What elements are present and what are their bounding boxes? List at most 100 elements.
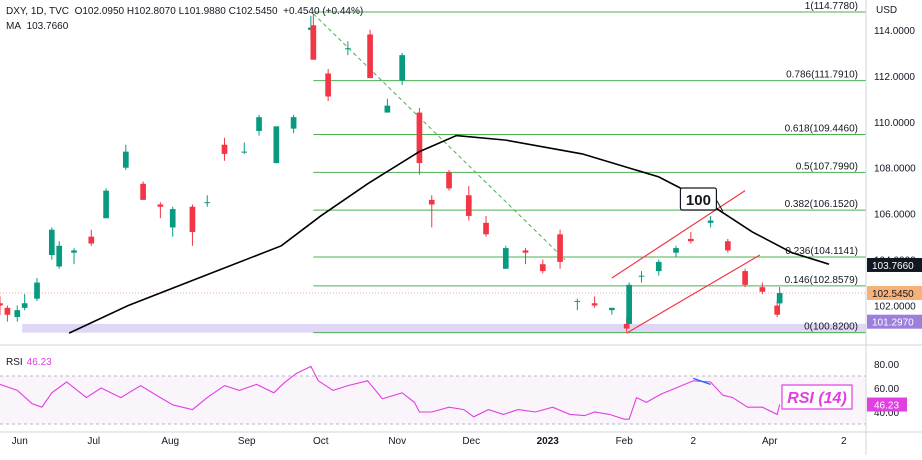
rsi-axis-tick: 40.00 [874,408,899,419]
candle-body [776,293,783,304]
time-axis-label: 2 [841,436,847,447]
candle-body [34,282,40,299]
ma-legend-label: MA [6,21,21,32]
candle-body [638,275,645,277]
timeframe: 1D [30,6,44,17]
time-axis-label: Apr [762,436,778,447]
time-axis-label: Oct [313,436,329,447]
price-axis-unit: USD [876,5,897,16]
trendline [312,13,566,260]
candle-body [325,73,331,97]
time-axis-label: 2023 [537,436,560,447]
candle-body [241,151,248,153]
rsi-pane: RSI (14) [0,365,866,425]
candle-body [655,261,662,272]
candle-body [609,307,615,311]
fib-level-label: 0.5(107.7990) [796,161,858,172]
price-badge-ma-text: 103.7660 [872,261,914,272]
candle-body [48,229,55,255]
candle-body [384,105,391,113]
price-badge-support [867,314,922,329]
ma-legend: MA 103.7660 [6,21,68,32]
rsi-callout-box [781,384,853,410]
candle-body [673,248,679,253]
fib-level-label: 0.236(104.1141) [785,246,858,257]
candle-body [103,190,109,219]
candle-body [345,48,351,50]
price-axis-tick: 102.0000 [874,302,916,313]
candle-body [539,264,546,272]
fib-level-label: 1(114.7780) [805,1,858,12]
ma-legend-value: 103.7660 [26,21,69,32]
candle-body [502,248,509,269]
price-axis-tick: 112.0000 [874,72,915,83]
fib-level-label: 0.786(111.7910) [786,70,858,81]
fib-level-label: 0.618(109.4460) [785,123,858,134]
price-badge-close [867,286,922,301]
time-axis-label: Jun [12,436,28,447]
rsi-badge-text: 46.23 [874,401,899,412]
candle-body [428,199,435,205]
price-badge-ma [867,257,922,272]
rsi-legend: RSI 46.23 [6,357,52,368]
candle-body [759,287,766,292]
candle-body [626,284,632,324]
candle-body [221,144,228,154]
channel-upper-line [611,190,746,279]
candle-body [446,172,452,189]
candle-body [557,234,563,262]
candle-body [0,303,3,306]
rsi-divergence-line [693,377,711,386]
time-axis-label: 2 [691,436,697,447]
channel-lower-line [626,254,761,334]
price-axis-tick: 108.0000 [874,164,916,175]
candle-body [256,117,262,131]
time-axis-label: Sep [238,436,256,447]
candle-body [169,209,176,228]
rsi-legend-value: 46.23 [26,357,52,368]
price-badge-support-text: 101.2970 [872,318,914,329]
time-axis-label: Nov [388,436,406,447]
candle-body [574,300,581,302]
candle-body [71,250,77,253]
ma-callout-label: 100 [686,192,711,209]
support-zone [22,323,866,333]
candle-body [157,204,164,207]
price-change: +0.4540 (+0.44%) [283,6,364,17]
candle-body [367,34,373,79]
price-axis-tick: 110.0000 [874,118,915,129]
data-source: TVC [49,6,70,17]
rsi-legend-label: RSI [6,357,23,368]
rsi-line [0,365,781,420]
time-axis-label: Aug [161,436,179,447]
ma-callout-box [679,187,718,211]
candle-body [273,126,280,164]
candle-body [310,25,317,60]
candle-body [290,117,297,129]
candle-body [742,271,748,285]
price-badge-close-text: 102.5450 [872,289,914,300]
candle-body [56,245,63,267]
fib-level-label: 0.382(106.1520) [785,199,858,210]
candle-body [483,222,489,235]
candle-body [204,202,211,204]
candle-body [724,241,731,251]
time-axis-label: Jul [87,436,100,447]
candle-body [189,206,196,233]
symbol-name: DXY [6,6,26,17]
candle-body [416,112,423,164]
candle-body [623,323,630,329]
price-axis-tick: 114.0000 [874,26,915,37]
candle-body [88,236,95,244]
candle-body [14,310,21,318]
candle-body [140,183,146,200]
ma-line [68,134,830,334]
candle-body [774,305,781,315]
candle-body [707,220,714,223]
rsi-band [0,376,866,424]
candle-body [122,151,129,168]
symbol-legend: DXY, 1D, TVC O102.0950 H102.8070 L101.98… [6,6,364,17]
candle-body [591,303,598,306]
